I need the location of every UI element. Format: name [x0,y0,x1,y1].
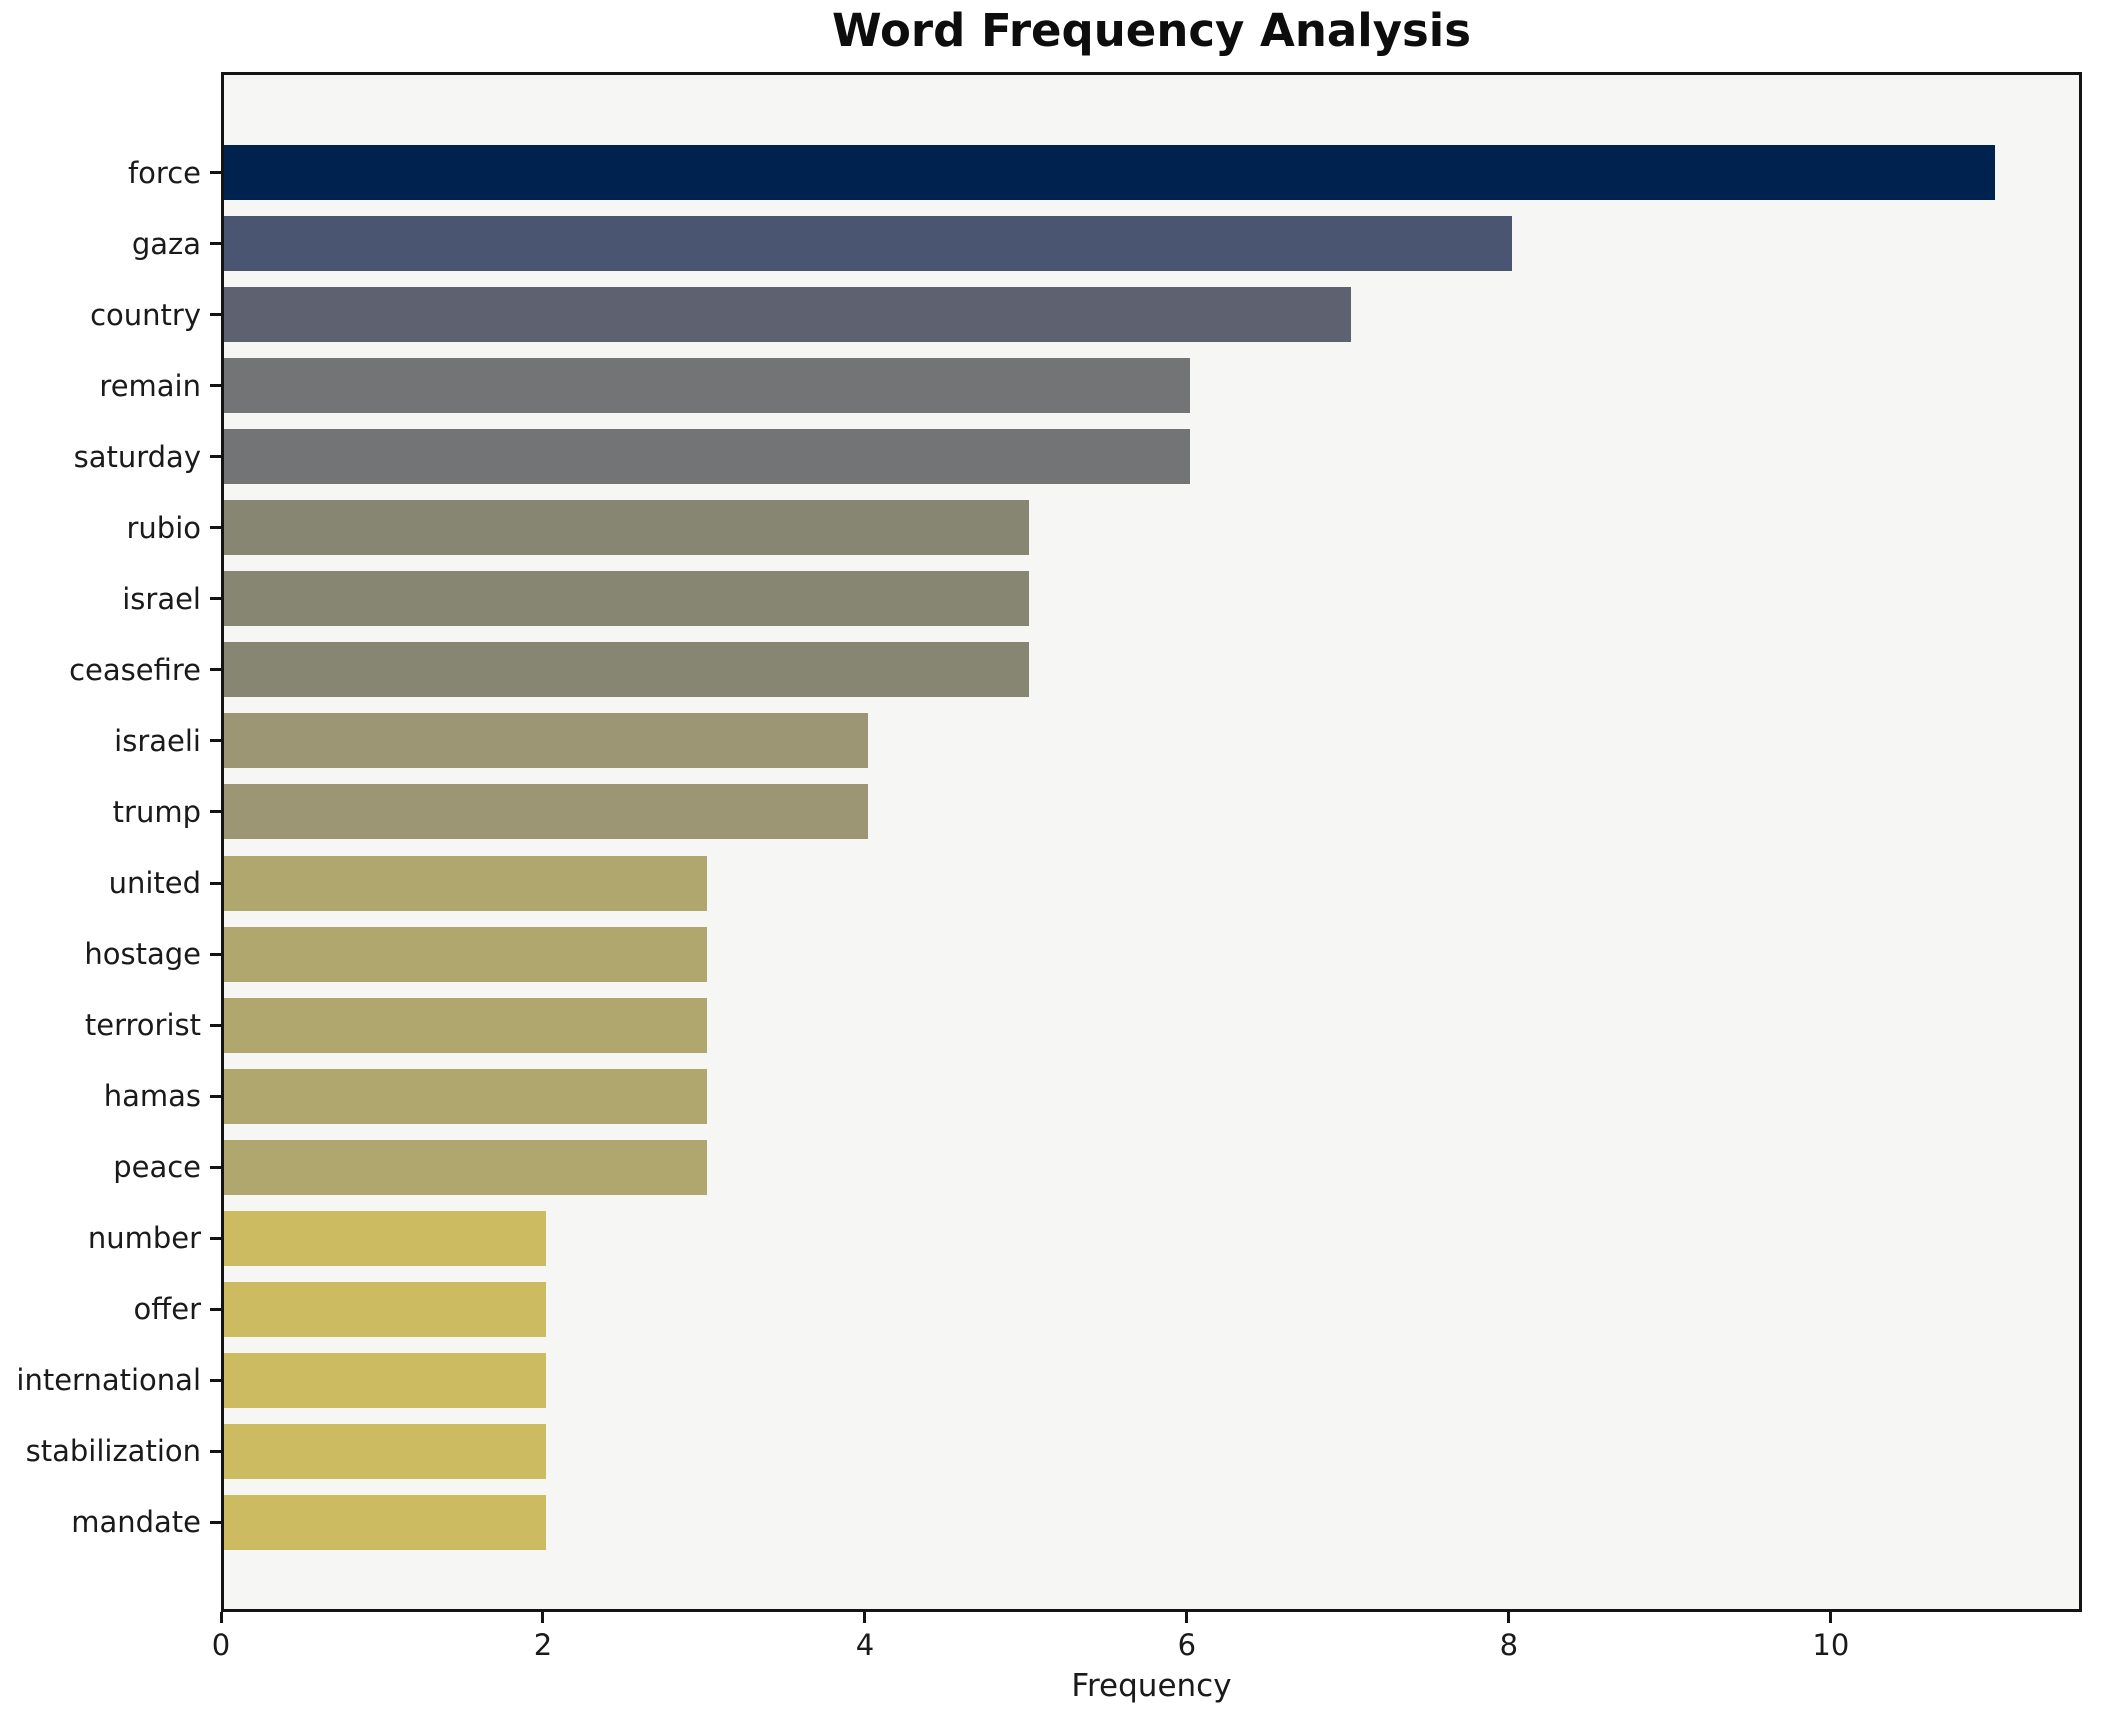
y-tick-mark [210,1236,221,1240]
bar-number [224,1210,546,1266]
y-tick-label: country [90,297,201,332]
y-tick-label: ceasefire [69,652,201,687]
bar-trump [224,784,868,840]
y-tick-mark [210,668,221,672]
y-tick-mark [210,1449,221,1453]
y-tick-mark [210,952,221,956]
bar-peace [224,1139,707,1195]
y-tick-label: israeli [114,723,201,758]
y-tick-mark [210,1023,221,1027]
y-tick-mark [210,1165,221,1169]
y-tick-label: rubio [126,510,201,545]
x-tick-mark [1507,1612,1511,1623]
x-tick-label: 0 [211,1628,231,1662]
y-tick-mark [210,384,221,388]
bar-mandate [224,1494,546,1550]
bar-united [224,855,707,911]
y-tick-mark [210,1520,221,1524]
y-tick-mark [210,455,221,459]
y-tick-label: remain [99,368,201,403]
bar-international [224,1352,546,1408]
y-tick-mark [210,739,221,743]
y-tick-label: mandate [71,1505,201,1540]
x-tick-mark [1185,1612,1189,1623]
bar-force [224,145,1995,200]
y-tick-mark [210,171,221,174]
x-tick-mark [219,1612,223,1623]
y-tick-mark [210,1307,221,1311]
bar-saturday [224,429,1190,485]
y-tick-label: saturday [73,439,201,474]
y-tick-mark [210,597,221,601]
bar-gaza [224,216,1512,272]
x-tick-label: 8 [1499,1628,1519,1662]
y-tick-label: number [87,1221,201,1256]
bar-rubio [224,500,1029,556]
y-tick-label: hostage [84,937,201,972]
x-tick-label: 6 [1177,1628,1197,1662]
y-tick-label: force [127,155,201,190]
x-tick-label: 2 [533,1628,553,1662]
x-tick-mark [863,1612,867,1623]
chart-title: Word Frequency Analysis [831,4,1472,57]
y-tick-label: hamas [103,1079,201,1114]
y-tick-mark [210,242,221,246]
y-tick-label: offer [133,1292,202,1327]
bar-offer [224,1281,546,1337]
bar-remain [224,358,1190,414]
y-tick-label: peace [113,1150,201,1185]
bar-israel [224,571,1029,627]
y-tick-label: international [16,1363,201,1398]
bar-terrorist [224,997,707,1053]
plot-area [221,72,2082,1612]
bar-hamas [224,1068,707,1124]
y-tick-label: trump [112,794,201,829]
x-tick-label: 4 [855,1628,875,1662]
y-tick-label: stabilization [25,1434,201,1469]
y-tick-mark [210,526,221,530]
y-tick-mark [210,1378,221,1382]
y-tick-label: terrorist [84,1008,201,1043]
bar-ceasefire [224,642,1029,698]
bar-israeli [224,713,868,769]
x-tick-mark [1829,1612,1833,1623]
y-tick-mark [210,881,221,885]
bar-hostage [224,926,707,982]
bar-stabilization [224,1423,546,1479]
x-tick-mark [541,1612,545,1623]
y-tick-mark [210,313,221,317]
x-axis-title: Frequency [1071,1668,1232,1704]
bar-country [224,287,1351,343]
x-tick-label: 10 [1812,1628,1850,1662]
y-tick-label: gaza [131,226,201,261]
y-tick-mark [210,1094,221,1098]
y-tick-mark [210,810,221,814]
y-tick-label: united [108,866,201,900]
y-tick-label: israel [122,581,201,616]
